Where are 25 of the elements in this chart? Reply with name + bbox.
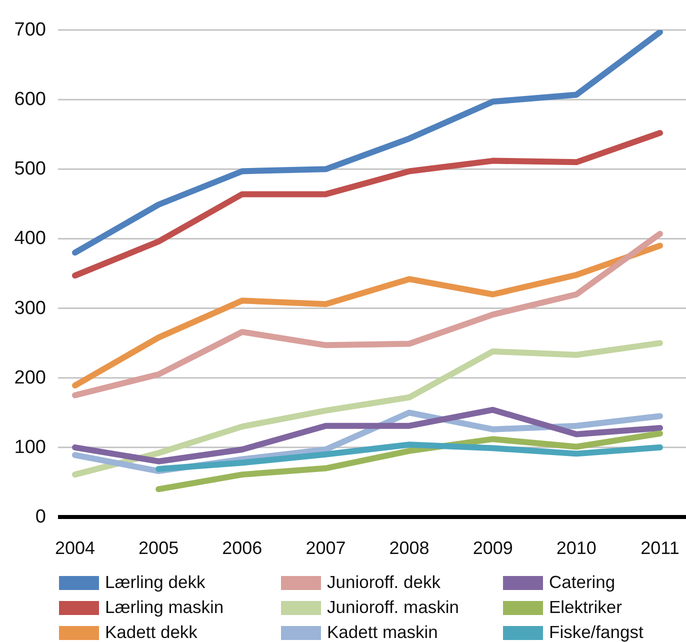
legend-label: Elektriker [549,597,622,618]
legend-label: Kadett maskin [327,622,438,642]
x-tick-label: 2007 [306,538,346,558]
y-tick-label: 100 [14,436,46,458]
x-tick-label: 2006 [222,538,262,558]
legend-label: Lærling maskin [105,597,224,618]
y-tick-label: 0 [35,506,46,528]
x-tick-label: 2005 [138,538,179,558]
legend-label: Lærling dekk [105,572,206,593]
legend-label: Fiske/fangst [549,622,644,642]
y-tick-label: 200 [14,367,46,388]
x-tick-label: 2008 [389,538,430,558]
x-tick-label: 2011 [640,538,680,558]
legend-label: Kadett dekk [105,622,198,642]
y-tick-label: 600 [14,89,46,110]
y-tick-label: 300 [14,298,46,319]
x-tick-label: 2009 [472,538,513,558]
x-tick-label: 2010 [556,538,596,558]
legend-label: Junioroff. dekk [327,572,440,593]
legend-label: Catering [549,572,616,593]
legend-label: Junioroff. maskin [327,597,459,618]
y-tick-label: 500 [14,158,46,180]
y-tick-label: 400 [14,228,46,250]
x-tick-label: 2004 [54,538,96,558]
y-tick-label: 700 [14,20,46,40]
